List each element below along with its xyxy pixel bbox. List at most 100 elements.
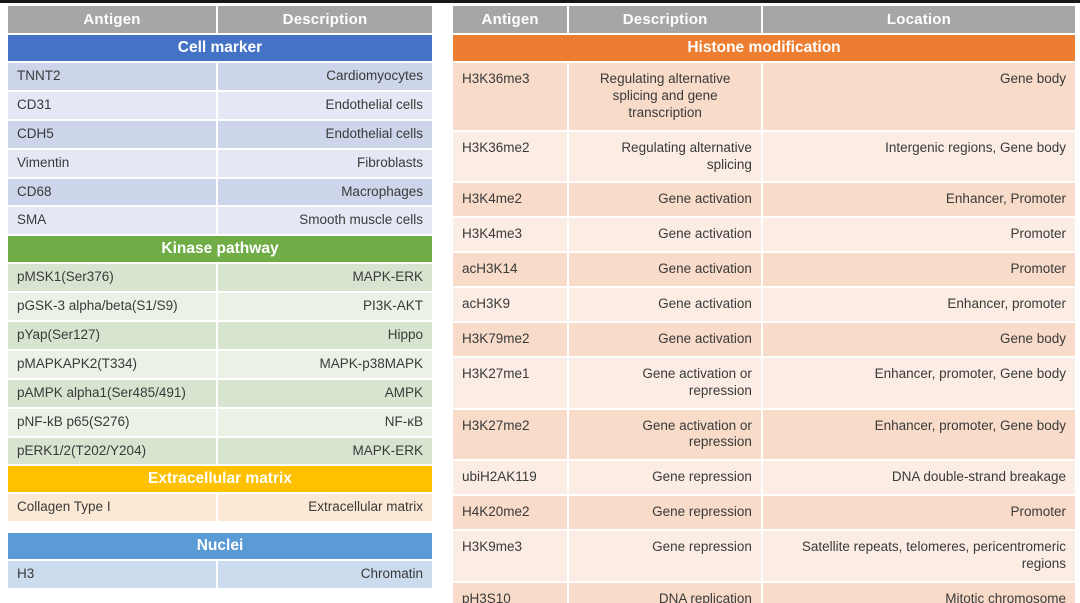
antigen-cell: TNNT2	[8, 63, 217, 90]
location-cell: Promoter	[762, 218, 1075, 252]
table-row: SMA Smooth muscle cells	[8, 207, 432, 235]
antigen-cell: H3K36me2	[453, 131, 568, 182]
antigen-cell: pAMPK alpha1(Ser485/491)	[8, 379, 217, 407]
antigen-cell: pGSK-3 alpha/beta(S1/S9)	[8, 293, 217, 320]
description-cell: Hippo	[218, 322, 432, 349]
description-cell: AMPK	[218, 379, 432, 407]
antigen-table-right: Antigen Description Location Histone modifi…	[451, 4, 1077, 603]
table-row: acH3K14 Gene activation Promoter	[453, 253, 1075, 286]
table-row: H3K9me3 Gene repression Satellite repeats,…	[453, 531, 1075, 581]
section-header-row: Kinase pathway	[8, 236, 432, 263]
description-cell: Macrophages	[218, 178, 432, 206]
location-cell: Enhancer, promoter, Gene body	[762, 409, 1075, 460]
table-row: pH3S10 DNA replication Mitotic chromosome	[453, 582, 1075, 603]
antigen-cell: H3	[8, 561, 217, 589]
section-header-row: Histone modification	[453, 35, 1075, 61]
antigen-cell: H3K79me2	[453, 322, 568, 356]
antigen-cell: pMAPKAPK2(T334)	[8, 350, 217, 378]
description-cell: Gene activation	[569, 253, 761, 286]
description-cell: Endothelial cells	[218, 120, 432, 148]
description-cell: Extracellular matrix	[218, 494, 432, 522]
description-cell: Gene activation	[569, 288, 761, 321]
antigen-cell: CDH5	[8, 120, 217, 148]
top-border-line	[0, 0, 1080, 3]
section-header: Kinase pathway	[8, 236, 432, 263]
description-cell: Gene repression	[569, 531, 761, 581]
table-row: ubiH2AK119 Gene repression DNA double-stra…	[453, 461, 1075, 495]
column-header: Description	[569, 6, 761, 33]
description-cell: Endothelial cells	[218, 91, 432, 119]
antigen-cell: CD31	[8, 91, 217, 119]
column-header: Antigen	[8, 6, 217, 33]
location-cell: Enhancer, Promoter	[762, 183, 1075, 217]
antigen-cell: pNF-kB p65(S276)	[8, 408, 217, 436]
antigen-cell: H4K20me2	[453, 496, 568, 529]
description-cell: MAPK-ERK	[218, 264, 432, 292]
description-cell: Gene repression	[569, 496, 761, 529]
description-cell: Gene activation	[569, 218, 761, 252]
location-cell: Promoter	[762, 496, 1075, 529]
description-cell: MAPK-p38MAPK	[218, 350, 432, 378]
table-row: Collagen Type I Extracellular matrix	[8, 494, 432, 522]
table-row: pMAPKAPK2(T334) MAPK-p38MAPK	[8, 350, 432, 378]
antigen-cell: pYap(Ser127)	[8, 322, 217, 349]
antigen-cell: H3K4me2	[453, 183, 568, 217]
antigen-cell: SMA	[8, 207, 217, 235]
antigen-cell: H3K9me3	[453, 531, 568, 581]
description-cell: PI3K-AKT	[218, 293, 432, 320]
description-cell: NF-κB	[218, 408, 432, 436]
location-cell: Enhancer, promoter, Gene body	[762, 357, 1075, 408]
location-cell: Gene body	[762, 63, 1075, 130]
section-header: Histone modification	[453, 35, 1075, 61]
antigen-cell: Vimentin	[8, 149, 217, 177]
antigen-table-left: Antigen Description Cell marker TNNT2 Cardio…	[6, 4, 434, 590]
table-row: H3K27me2 Gene activation or repression Enh…	[453, 409, 1075, 460]
section-header: Extracellular matrix	[8, 466, 432, 493]
table-row: TNNT2 Cardiomyocytes	[8, 63, 432, 90]
table-row: H3K27me1 Gene activation or repression Enh…	[453, 357, 1075, 408]
location-cell: Mitotic chromosome	[762, 582, 1075, 603]
table-row: CD31 Endothelial cells	[8, 91, 432, 119]
section-header-row: Extracellular matrix	[8, 466, 432, 493]
description-cell: Chromatin	[218, 561, 432, 589]
description-cell: MAPK-ERK	[218, 437, 432, 465]
location-cell: Enhancer, promoter	[762, 288, 1075, 321]
antigen-cell: H3K27me2	[453, 409, 568, 460]
table-row: H3K79me2 Gene activation Gene body	[453, 322, 1075, 356]
column-header-row: Antigen Description Location	[453, 6, 1075, 33]
table-row: H3K4me3 Gene activation Promoter	[453, 218, 1075, 252]
antigen-cell: CD68	[8, 178, 217, 206]
antigen-cell: H3K36me3	[453, 63, 568, 130]
column-header: Antigen	[453, 6, 568, 33]
location-cell: Promoter	[762, 253, 1075, 286]
description-cell: Gene activation or repression	[569, 409, 761, 460]
table-row: H3K36me2 Regulating alternative splicing I…	[453, 131, 1075, 182]
description-cell: Gene activation or repression	[569, 357, 761, 408]
table-row: acH3K9 Gene activation Enhancer, promoter	[453, 288, 1075, 321]
table-row: pMSK1(Ser376) MAPK-ERK	[8, 264, 432, 292]
section-gap-spacer	[8, 523, 432, 531]
location-cell: Gene body	[762, 322, 1075, 356]
antigen-cell: pH3S10	[453, 582, 568, 603]
antigen-cell: H3K27me1	[453, 357, 568, 408]
table-row: H3K36me3 Regulating alternative splicing …	[453, 63, 1075, 130]
description-cell: Cardiomyocytes	[218, 63, 432, 90]
description-cell: Gene activation	[569, 183, 761, 217]
location-cell: Intergenic regions, Gene body	[762, 131, 1075, 182]
table-row: CDH5 Endothelial cells	[8, 120, 432, 148]
location-cell: DNA double-strand breakage	[762, 461, 1075, 495]
table-row: Vimentin Fibroblasts	[8, 149, 432, 177]
description-cell: DNA replication	[569, 582, 761, 603]
antigen-cell: H3K4me3	[453, 218, 568, 252]
description-cell: Gene repression	[569, 461, 761, 495]
description-cell: Smooth muscle cells	[218, 207, 432, 235]
section-gap	[8, 523, 432, 531]
antigen-cell: Collagen Type I	[8, 494, 217, 522]
table-row: H4K20me2 Gene repression Promoter	[453, 496, 1075, 529]
location-cell: Satellite repeats, telomeres, pericentro…	[762, 531, 1075, 581]
antigen-cell: pMSK1(Ser376)	[8, 264, 217, 292]
description-cell: Regulating alternative splicing and gene…	[569, 63, 761, 130]
table-row: pGSK-3 alpha/beta(S1/S9) PI3K-AKT	[8, 293, 432, 320]
table-row: pYap(Ser127) Hippo	[8, 322, 432, 349]
